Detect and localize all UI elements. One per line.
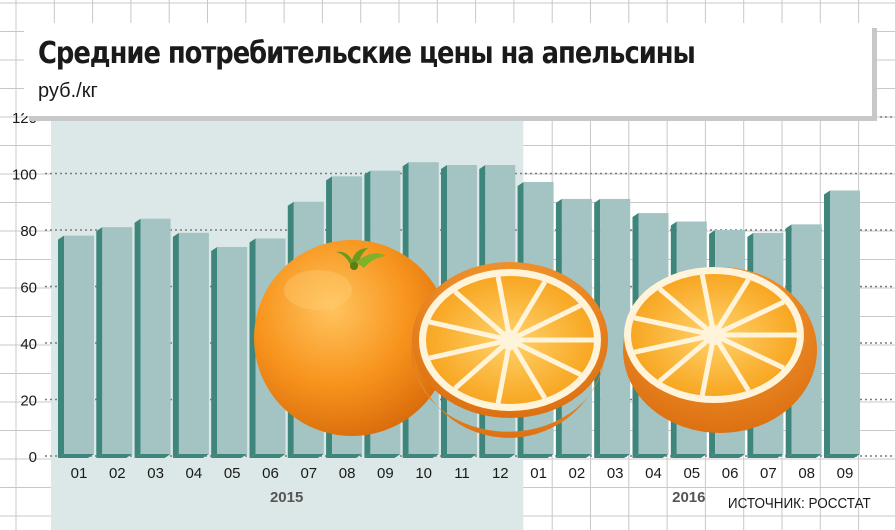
bar-front: [217, 246, 248, 454]
y-tick-label: 40: [20, 336, 37, 353]
x-tick-label: 01: [530, 465, 547, 482]
bar: [211, 246, 248, 458]
bar-base: [479, 454, 516, 458]
bar-base: [709, 454, 746, 458]
source-label: ИСТОЧНИК: РОССТАТ: [728, 495, 871, 512]
y-tick-label: 20: [20, 393, 37, 410]
unit-label: руб./кг: [38, 80, 98, 102]
bar-base: [402, 454, 439, 458]
x-tick-label: 09: [837, 465, 854, 482]
bar-base: [632, 454, 669, 458]
bar-side: [134, 218, 141, 458]
x-axis: 01 02 03 04 05 06 07 08 09 10 11 12 01 02 03 04 05 06 07 08…: [71, 465, 854, 482]
bar: [824, 190, 860, 458]
x-tick-label: 04: [645, 465, 662, 482]
x-tick-label: 09: [377, 465, 394, 482]
y-tick-label: 100: [12, 167, 37, 184]
bar-front: [140, 218, 171, 454]
x-tick-label: 02: [109, 465, 126, 482]
bar-base: [594, 454, 631, 458]
y-tick-label: 60: [20, 280, 37, 297]
x-tick-label: 05: [224, 465, 241, 482]
bar-side: [172, 232, 179, 458]
bar: [134, 218, 171, 458]
bar-base: [824, 454, 860, 458]
half-orange-icon: [411, 262, 608, 438]
title-panel: [24, 23, 872, 116]
x-tick-label: 08: [339, 465, 356, 482]
chart-title: Средние потребительские цены на апельсин…: [38, 36, 696, 71]
bar-side: [249, 238, 256, 458]
bar-side: [58, 235, 64, 458]
bar-base: [517, 454, 554, 458]
x-tick-label: 03: [147, 465, 164, 482]
bar-base: [785, 454, 822, 458]
bar-base: [555, 454, 592, 458]
bar-front: [102, 227, 133, 454]
y-tick-label: 80: [20, 223, 37, 240]
bar-base: [441, 454, 477, 458]
x-tick-label: 07: [760, 465, 777, 482]
year-label: 2015: [270, 489, 303, 506]
x-tick-label: 06: [262, 465, 279, 482]
bar-front: [830, 190, 860, 454]
bar-base: [364, 454, 401, 458]
x-tick-label: 02: [569, 465, 586, 482]
bar-base: [58, 454, 94, 458]
bar-front: [64, 235, 94, 454]
bar-side: [211, 246, 218, 458]
bar-base: [249, 454, 286, 458]
x-tick-label: 12: [492, 465, 509, 482]
bar-base: [172, 454, 209, 458]
x-tick-label: 06: [722, 465, 739, 482]
x-tick-label: 05: [683, 465, 700, 482]
x-tick-label: 01: [71, 465, 88, 482]
year-label: 2016: [672, 489, 705, 506]
bar-side: [824, 190, 830, 458]
x-tick-label: 03: [607, 465, 624, 482]
x-tick-label: 11: [454, 465, 470, 482]
y-tick-label: 0: [29, 449, 37, 466]
bar: [172, 232, 209, 458]
x-tick-label: 08: [798, 465, 815, 482]
bar: [96, 227, 133, 458]
bar-base: [287, 454, 324, 458]
bar-base: [747, 454, 784, 458]
bar-side: [96, 227, 103, 458]
bar-front: [178, 232, 209, 454]
bar-base: [326, 454, 363, 458]
bar: [58, 235, 94, 458]
bar-base: [670, 454, 707, 458]
whole-orange-icon: [254, 240, 450, 436]
x-tick-label: 04: [186, 465, 203, 482]
half-orange-icon: [623, 267, 817, 433]
bar-base: [134, 454, 171, 458]
x-tick-label: 10: [415, 465, 432, 482]
year-labels: 2015 2016: [270, 489, 706, 506]
bar-base: [96, 454, 133, 458]
bar-base: [211, 454, 248, 458]
x-tick-label: 07: [300, 465, 317, 482]
oranges-illustration: [254, 240, 817, 438]
